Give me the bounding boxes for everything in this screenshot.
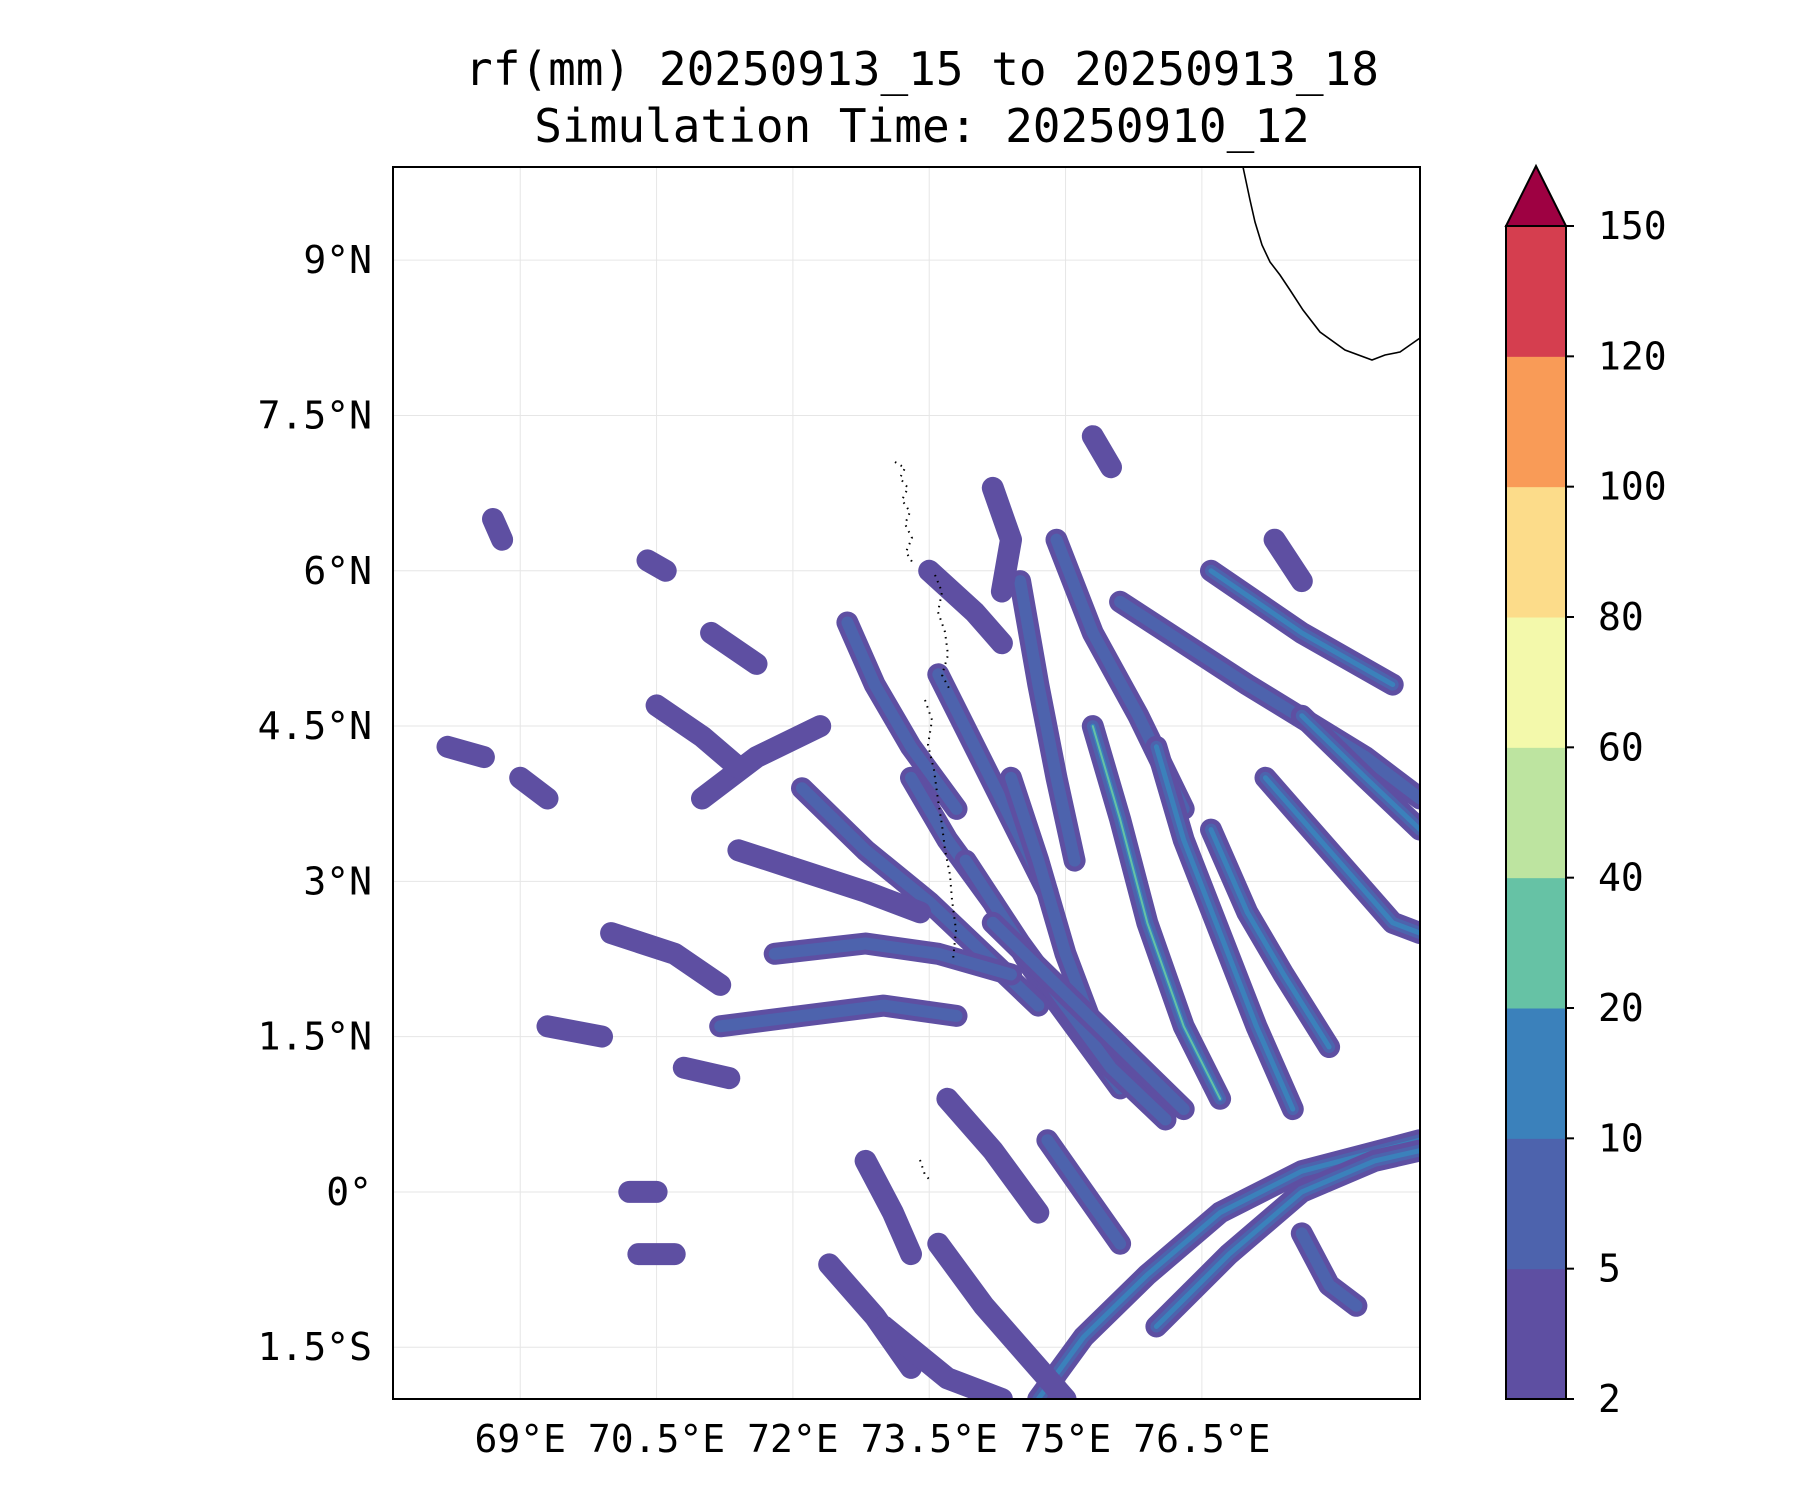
colorbar-segment — [1506, 617, 1566, 748]
y-tick-label: 4.5°N — [258, 704, 372, 748]
rain-band-level-3 — [1091, 725, 1222, 1100]
colorbar-tick-label: 2 — [1598, 1377, 1621, 1421]
y-tick-label: 9°N — [303, 238, 372, 282]
rain-band-level-0 — [600, 922, 732, 996]
rain-band-level-0 — [436, 735, 495, 769]
maldives-atolls — [894, 461, 958, 1181]
map-frame — [392, 166, 1421, 1400]
colorbar-tick-label: 10 — [1598, 1116, 1644, 1160]
x-axis-ticks: 69°E 70.5°E 72°E 73.5°E 75°E 76.5°E — [474, 1417, 1270, 1461]
rain-band-level-1 — [1295, 1227, 1363, 1312]
x-tick-label: 76.5°E — [1133, 1417, 1270, 1461]
colorbar-segment — [1506, 356, 1566, 488]
y-tick-label: 1.5°S — [258, 1325, 372, 1369]
rain-band-level-0 — [691, 715, 832, 810]
y-tick-label: 1.5°N — [258, 1015, 372, 1059]
rain-band-level-0 — [918, 559, 1013, 655]
rain-band-level-1 — [1041, 1134, 1127, 1250]
colorbar-tick-label: 60 — [1598, 725, 1644, 769]
colorbar: 2 5 10 20 40 60 80 100 120 150 — [1504, 163, 1667, 1421]
rain-band-level-0 — [727, 839, 932, 924]
colorbar-segment — [1506, 747, 1566, 879]
rain-band-level-0 — [536, 1015, 613, 1048]
y-axis-ticks: 9°N 7.5°N 6°N 4.5°N 3°N 1.5°N 0° 1.5°S — [258, 238, 372, 1369]
chart-subtitle: Simulation Time: 20250910_12 — [534, 99, 1310, 153]
colorbar-outline — [1505, 225, 1567, 1400]
colorbar-tick-label: 120 — [1598, 334, 1667, 378]
x-tick-label: 73.5°E — [861, 1417, 998, 1461]
colorbar-tick-label: 100 — [1598, 465, 1667, 509]
rain-band-level-1 — [714, 999, 963, 1033]
rain-band-level-2 — [1208, 827, 1332, 1050]
rain-band-level-2 — [1299, 713, 1420, 833]
colorbar-segment — [1506, 226, 1566, 357]
rain-band-level-0 — [482, 508, 514, 551]
rain-band-level-0 — [981, 476, 1022, 603]
colorbar-segment — [1506, 1138, 1566, 1270]
colorbar-tick-label: 80 — [1598, 595, 1644, 639]
coastline — [894, 167, 1420, 1181]
colorbar-tick-label: 5 — [1598, 1247, 1621, 1291]
colorbar-extend-arrow — [1504, 163, 1568, 227]
rain-band-level-0 — [927, 1232, 1077, 1399]
colorbar-segment — [1506, 486, 1566, 618]
y-tick-label: 6°N — [303, 549, 372, 593]
rain-band-level-1 — [1005, 771, 1099, 1033]
rain-band-level-0 — [700, 621, 768, 675]
rain-band-level-2 — [1153, 744, 1296, 1112]
rain-band-level-2 — [1035, 1137, 1420, 1399]
india-coastline — [1242, 167, 1420, 361]
rain-band-level-0 — [645, 694, 750, 779]
rain-band-level-0 — [1263, 528, 1313, 593]
rain-band-level-2 — [1153, 1148, 1420, 1329]
rain-band-level-1 — [1032, 1134, 1420, 1399]
x-tick-label: 75°E — [1020, 1417, 1112, 1461]
rain-band-level-2 — [1208, 568, 1396, 688]
colorbar-tick-label: 40 — [1598, 856, 1644, 900]
rain-band-level-0 — [854, 1149, 922, 1266]
rain-band-level-0 — [1027, 1129, 1420, 1399]
x-tick-label: 70.5°E — [588, 1417, 725, 1461]
rain-band-level-0 — [872, 1315, 1013, 1399]
x-tick-label: 72°E — [747, 1417, 839, 1461]
colorbar-segment — [1506, 877, 1566, 1009]
colorbar-tick-label: 150 — [1598, 204, 1667, 248]
x-tick-label: 69°E — [474, 1417, 566, 1461]
y-tick-label: 7.5°N — [258, 393, 372, 437]
colorbar-segment — [1506, 1268, 1566, 1400]
y-tick-label: 3°N — [303, 859, 372, 903]
rain-band-level-1 — [986, 916, 1190, 1116]
rain-band-level-2 — [1263, 775, 1420, 936]
rain-band-level-1 — [768, 937, 1017, 981]
rain-band-level-0 — [1081, 425, 1122, 479]
y-tick-label: 0° — [326, 1170, 372, 1214]
chart-title: rf(mm) 20250913_15 to 20250913_18 — [465, 42, 1379, 96]
rain-band-level-0 — [636, 549, 677, 582]
rainfall-contours — [436, 425, 1420, 1399]
rain-band-level-0 — [936, 1087, 1050, 1224]
rain-band-level-0 — [509, 766, 559, 810]
rain-band-level-1 — [841, 616, 963, 815]
colorbar-segment — [1506, 1008, 1566, 1139]
colorbar-tick-label: 20 — [1598, 986, 1644, 1030]
rain-band-level-0 — [672, 1056, 741, 1090]
rain-band-level-1 — [1014, 575, 1081, 867]
